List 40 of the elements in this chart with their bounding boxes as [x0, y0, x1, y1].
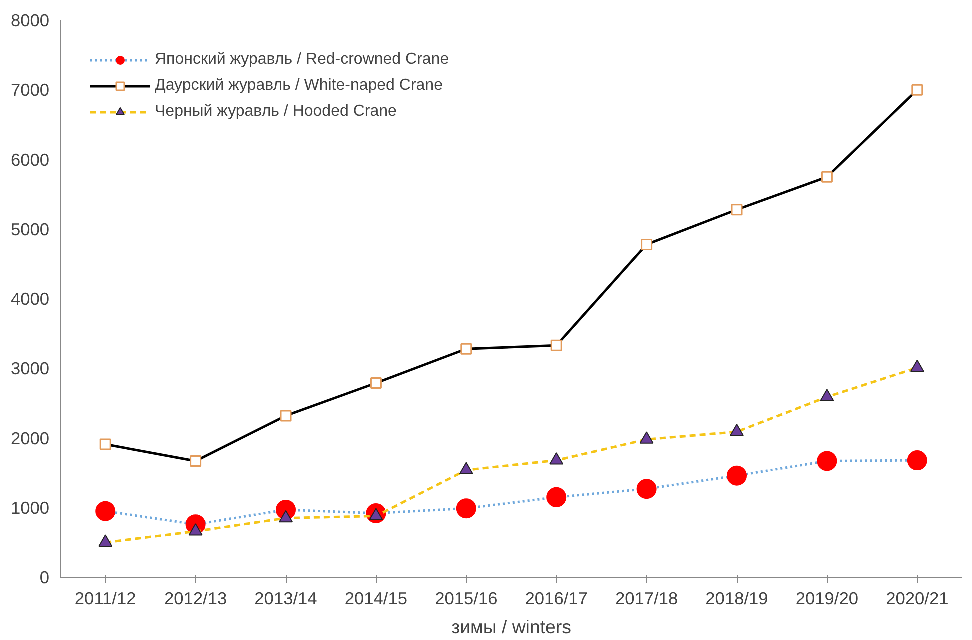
- point: [280, 410, 292, 422]
- x-tick-label: 2020/21: [886, 588, 949, 608]
- x-tick-label: 2015/16: [435, 588, 498, 608]
- x-tick-label: 2014/15: [344, 588, 408, 608]
- x-tick-label: 2013/14: [254, 588, 318, 608]
- x-tick-label: 2019/20: [796, 588, 859, 608]
- point: [821, 171, 833, 183]
- y-tick-label: 5000: [10, 219, 50, 240]
- y-tick-label: 2000: [10, 428, 50, 448]
- y-tick-label: 7000: [10, 80, 50, 100]
- point: [456, 498, 476, 519]
- point: [460, 343, 472, 355]
- y-tick-label: 1000: [10, 498, 50, 518]
- point: [641, 238, 653, 250]
- legend-label: Черный журавль / Hooded Crane: [155, 103, 397, 121]
- x-tick-label: 2017/18: [615, 588, 678, 608]
- point: [817, 451, 838, 472]
- point: [907, 450, 928, 471]
- point: [727, 466, 747, 486]
- point: [96, 501, 116, 522]
- y-tick-label: 4000: [10, 289, 50, 309]
- x-axis-title: зимы / winters: [452, 616, 572, 638]
- x-tick-label: 2018/19: [706, 588, 768, 608]
- y-tick-label: 8000: [10, 10, 50, 30]
- legend-label: Даурский журавль / White-naped Crane: [155, 77, 443, 95]
- x-tick-label: 2016/17: [525, 588, 588, 608]
- x-tick-label: 2011/12: [74, 588, 136, 608]
- y-tick-label: 6000: [10, 150, 50, 170]
- y-tick-label: 3000: [10, 358, 50, 379]
- point: [636, 479, 657, 500]
- point: [550, 340, 562, 352]
- point: [370, 377, 382, 389]
- x-tick-label: 2012/13: [164, 588, 228, 608]
- y-tick-label: 0: [40, 568, 50, 588]
- point: [190, 455, 202, 467]
- point: [546, 487, 567, 508]
- legend-label: Японский журавль / Red-crowned Crane: [155, 51, 450, 69]
- point: [731, 204, 743, 216]
- point: [100, 438, 112, 450]
- point: [912, 84, 924, 96]
